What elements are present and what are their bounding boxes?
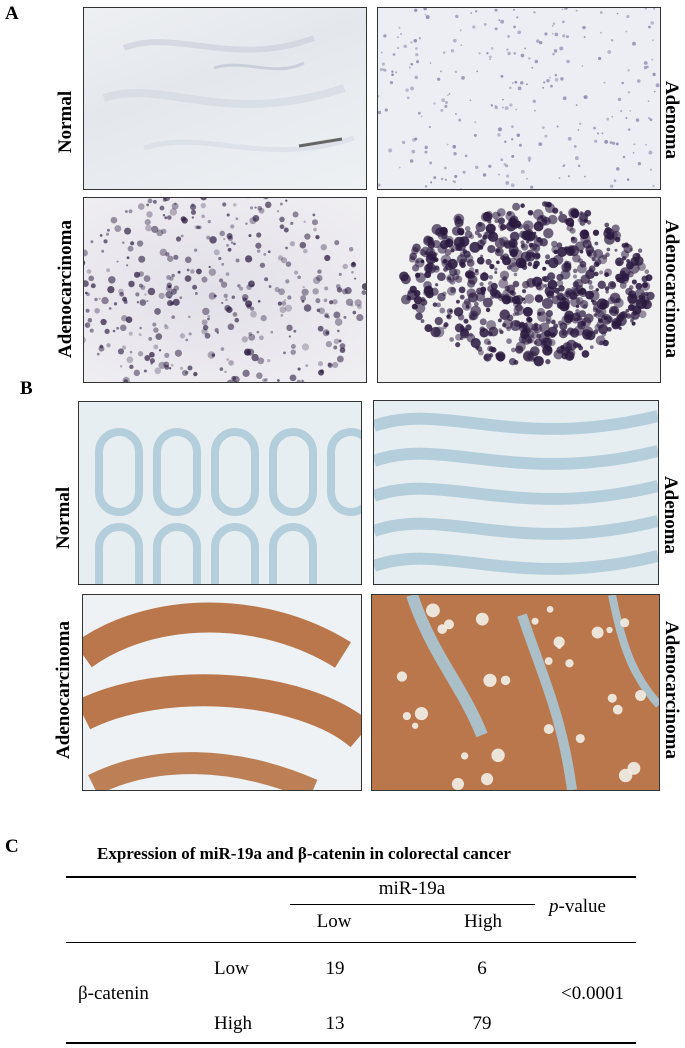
table-top-rule	[66, 876, 636, 878]
panel-b-label-adenocarcinoma-left: Adenocarcinoma	[53, 621, 74, 759]
row-label-low: Low	[214, 958, 249, 979]
panel-a-letter: A	[5, 3, 19, 24]
pvalue-cell: <0.0001	[561, 983, 624, 1004]
ish-adenocarcinoma-image-1	[83, 197, 367, 383]
ish-adenoma-image	[377, 7, 661, 190]
pvalue-header: p-value	[549, 896, 606, 918]
panel-b-letter: B	[20, 378, 33, 399]
column-header-low: Low	[316, 911, 352, 932]
column-group-header: miR-19a	[378, 878, 446, 899]
ihc-normal-image	[78, 401, 362, 585]
cell-high-high: 79	[472, 1013, 492, 1034]
cell-high-low: 13	[325, 1013, 345, 1034]
cell-low-low: 19	[325, 958, 345, 979]
panel-a-label-adenoma: Adenoma	[661, 80, 682, 160]
row-label-high: High	[214, 1013, 252, 1034]
ihc-adenocarcinoma-image-2	[371, 594, 660, 791]
table-header-rule	[66, 942, 636, 943]
column-header-high: High	[464, 911, 502, 932]
panel-a-label-normal: Normal	[55, 90, 76, 154]
table-bottom-rule	[66, 1042, 636, 1044]
panel-b-label-normal: Normal	[53, 486, 74, 550]
column-group-rule	[290, 904, 535, 905]
cell-low-high: 6	[477, 958, 487, 979]
ihc-adenocarcinoma-image-1	[82, 594, 362, 791]
row-group-label: β-catenin	[78, 983, 149, 1004]
ihc-adenoma-image	[373, 400, 659, 585]
panel-a-label-adenocarcinoma-left: Adenocarcinoma	[55, 220, 76, 358]
ish-adenocarcinoma-image-2	[377, 197, 661, 383]
panel-b-label-adenocarcinoma-right: Adenocarcinoma	[661, 621, 682, 759]
panel-a-label-adenocarcinoma-right: Adenocarcinoma	[661, 220, 682, 358]
panel-b-label-adenoma: Adenoma	[660, 475, 681, 555]
table-title: Expression of miR-19a and β-catenin in c…	[97, 844, 511, 863]
pvalue-header-rest: -value	[558, 896, 606, 917]
pvalue-header-italic: p	[549, 896, 559, 917]
panel-c-letter: C	[5, 836, 19, 857]
ish-normal-image	[83, 7, 367, 190]
